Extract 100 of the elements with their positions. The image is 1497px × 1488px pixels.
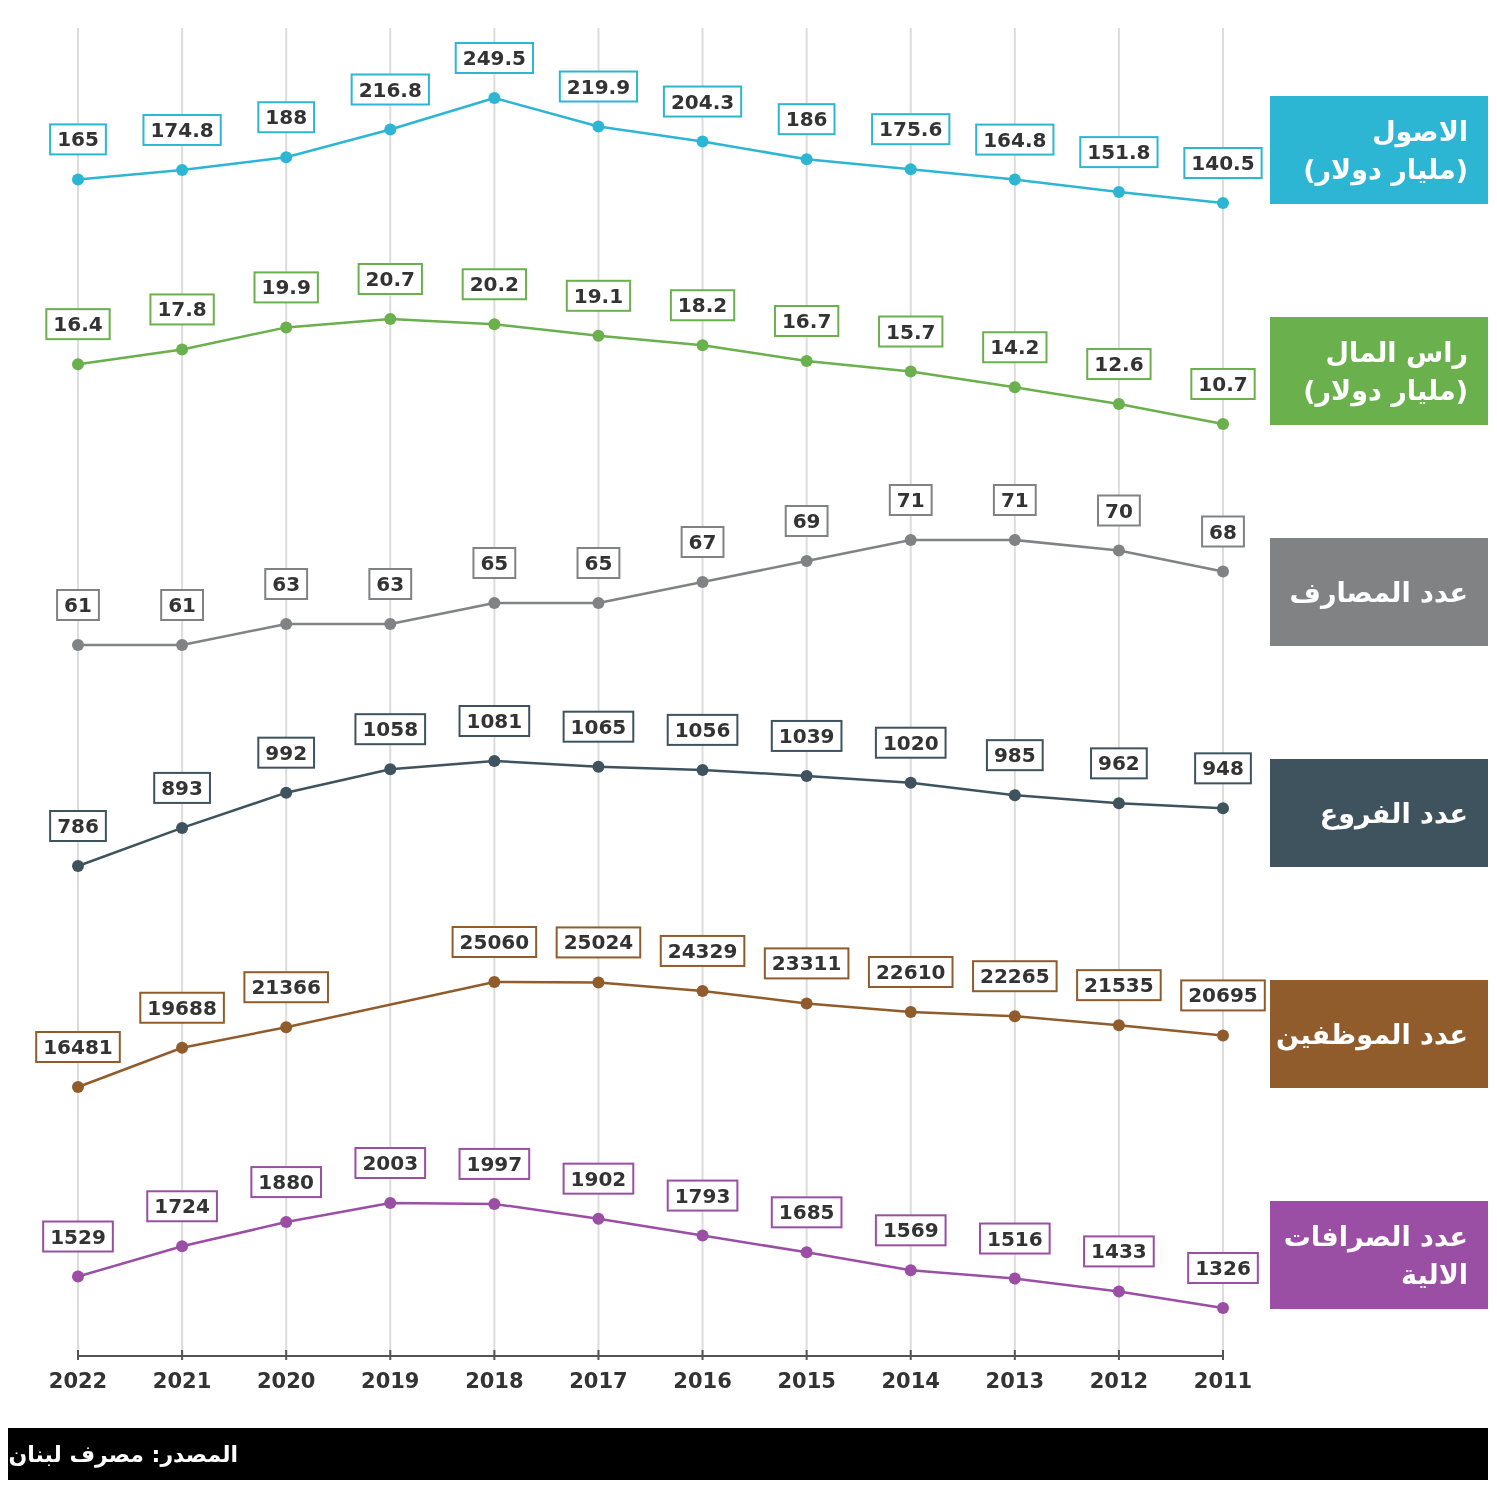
point (72, 639, 84, 651)
point (904, 534, 917, 546)
data-label: 20695 (1188, 983, 1258, 1008)
point (384, 313, 397, 325)
point (800, 355, 813, 367)
point (1008, 534, 1021, 546)
data-label: 25024 (563, 930, 634, 955)
point (488, 755, 501, 767)
data-label: 63 (272, 572, 301, 596)
point (800, 555, 813, 567)
text: راس المال (مليار دولار) (1303, 337, 1468, 407)
data-label: 67 (688, 530, 717, 554)
data-label: 16481 (43, 1035, 113, 1059)
data-label: 985 (993, 743, 1036, 768)
point (800, 1246, 813, 1259)
point (1008, 173, 1021, 186)
data-label: 204.3 (670, 89, 735, 114)
data-label: 893 (161, 775, 203, 800)
data-label: 1685 (778, 1200, 835, 1225)
point (280, 1216, 293, 1229)
point (904, 1005, 917, 1018)
data-label: 962 (1098, 751, 1140, 776)
data-label: 1529 (50, 1224, 106, 1249)
data-label: 22265 (980, 964, 1050, 989)
x-tick-label: 2013 (985, 1369, 1045, 1393)
data-label: 216.8 (358, 77, 422, 102)
data-label: 10.7 (1198, 372, 1248, 396)
data-label: 1039 (778, 723, 835, 748)
point (800, 997, 813, 1010)
point (592, 1212, 605, 1225)
point (1217, 1029, 1229, 1042)
data-label: 19.9 (261, 275, 311, 300)
point (592, 329, 605, 342)
data-label: 188 (265, 105, 308, 130)
data-label: 16.7 (781, 309, 832, 333)
x-tick-label: 2018 (465, 1369, 524, 1393)
text: الاصول (مليار دولار) (1303, 116, 1468, 186)
data-label: 786 (57, 814, 99, 838)
x-tick-label: 2016 (673, 1369, 732, 1393)
data-label: 140.5 (1191, 151, 1255, 175)
point (1112, 1285, 1125, 1298)
point (176, 343, 189, 356)
series-label: عدد الموظفين (1276, 1019, 1468, 1051)
text: المصدر: مصرف لبنان (8, 1442, 238, 1468)
point (280, 786, 293, 799)
data-label: 23311 (771, 951, 842, 976)
point (488, 92, 501, 104)
x-tick-label: 2014 (881, 1369, 940, 1393)
point (696, 1229, 709, 1242)
point (384, 123, 397, 136)
data-label: 1433 (1091, 1239, 1147, 1264)
point (800, 153, 813, 166)
data-label: 65 (584, 551, 613, 575)
data-label: 164.8 (983, 127, 1047, 152)
data-label: 21366 (251, 975, 321, 1000)
point (1217, 418, 1229, 430)
data-label: 69 (792, 509, 821, 533)
point (1008, 1272, 1021, 1285)
x-tick-label: 2022 (48, 1369, 108, 1393)
data-label: 1724 (154, 1194, 210, 1219)
point (280, 1021, 293, 1034)
point (384, 618, 397, 630)
point (488, 318, 501, 331)
point (176, 1240, 189, 1253)
point (696, 984, 709, 997)
data-label: 1997 (466, 1151, 523, 1176)
point (1008, 1010, 1021, 1023)
point (1112, 186, 1125, 199)
x-tick-label: 2019 (361, 1369, 420, 1393)
data-label: 1880 (258, 1170, 315, 1195)
point (1112, 1019, 1125, 1032)
point (1112, 398, 1125, 411)
point (176, 1041, 189, 1054)
point (1217, 1302, 1229, 1314)
data-label: 19688 (147, 995, 217, 1020)
point (904, 776, 917, 789)
legend-label: عدد الصرافات الالية (1283, 1221, 1468, 1290)
data-label: 19.1 (573, 283, 624, 308)
point (592, 976, 605, 989)
point (384, 763, 397, 776)
point (72, 173, 84, 186)
data-label: 174.8 (150, 117, 214, 142)
data-label: 219.9 (566, 74, 631, 99)
data-label: 12.6 (1094, 352, 1144, 377)
data-label: 15.7 (886, 319, 936, 344)
point (280, 151, 293, 164)
point (592, 760, 605, 773)
x-tick-label: 2011 (1193, 1369, 1253, 1393)
data-label: 14.2 (990, 335, 1040, 360)
data-label: 186 (785, 107, 828, 132)
data-label: 21535 (1084, 973, 1154, 998)
data-label: 948 (1202, 756, 1244, 781)
data-label: 1569 (882, 1218, 939, 1243)
data-label: 71 (1000, 488, 1029, 512)
point (72, 860, 84, 872)
point (592, 120, 605, 133)
point (176, 163, 189, 176)
point (1008, 381, 1021, 394)
data-label: 992 (265, 740, 308, 765)
point (72, 358, 84, 371)
